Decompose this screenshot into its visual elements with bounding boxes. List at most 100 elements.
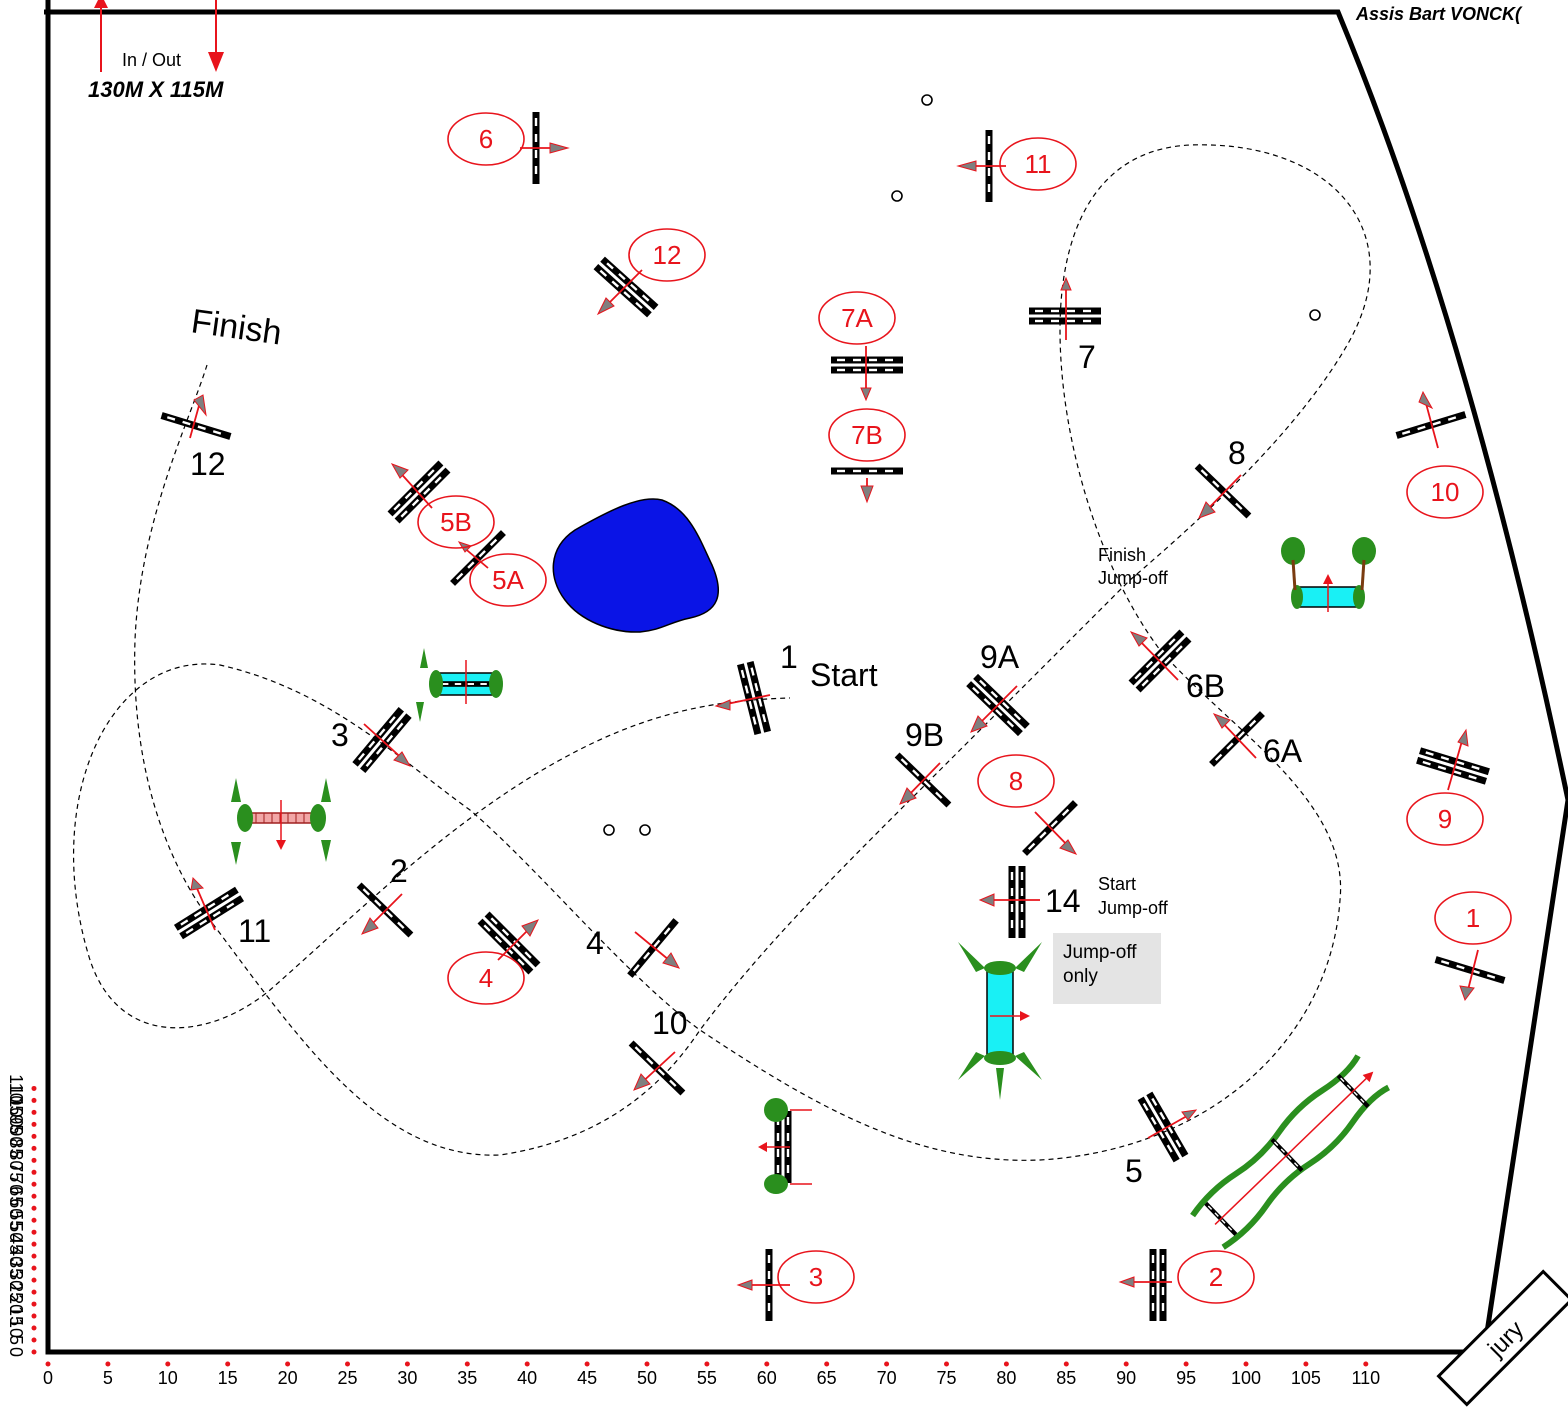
- jumpoff-only-line-2: only: [1063, 966, 1098, 987]
- y-tick-label: 10: [6, 1318, 26, 1338]
- x-tick-mark: [644, 1361, 650, 1367]
- x-tick-mark: [764, 1361, 770, 1367]
- course-number-14: 14: [1045, 883, 1081, 919]
- assistant-label: Assis Bart VONCK(: [1355, 4, 1523, 24]
- x-tick-mark: [1303, 1361, 1309, 1367]
- x-tick-mark: [285, 1361, 291, 1367]
- in-arrow-icon: [94, 0, 108, 8]
- arena-border: [45, 0, 1484, 1355]
- y-tick-mark: [31, 1145, 37, 1151]
- jumpoff-number-12: 12: [653, 240, 682, 270]
- y-tick-mark: [31, 1169, 37, 1175]
- obstacle-7b: [831, 467, 903, 475]
- start-label: Start: [810, 657, 878, 693]
- y-tick-label: 55: [6, 1210, 26, 1230]
- y-tick-label: 5: [6, 1335, 26, 1345]
- jumpoff-number-11: 11: [1025, 149, 1052, 179]
- x-tick-label: 20: [278, 1368, 298, 1388]
- jumpoff-number-1: 1: [1466, 903, 1480, 933]
- y-tick-label: 80: [6, 1150, 26, 1170]
- x-tick-label: 10: [158, 1368, 178, 1388]
- finish-label: Finish: [189, 302, 284, 352]
- course-route: [72, 144, 1371, 1161]
- posts: [603, 94, 1321, 836]
- y-tick-label: 75: [6, 1162, 26, 1182]
- x-tick-mark: [1063, 1361, 1069, 1367]
- jumpoff-number-10: 10: [1431, 477, 1460, 507]
- y-tick-label: 100: [6, 1097, 26, 1127]
- x-tick-mark: [464, 1361, 470, 1367]
- y-tick-mark: [31, 1205, 37, 1211]
- jumpoff-only-note: Jump-off only: [1053, 933, 1161, 1004]
- x-tick-mark: [345, 1361, 350, 1367]
- y-tick-mark: [31, 1133, 37, 1139]
- x-tick-label: 45: [577, 1368, 597, 1388]
- x-axis: 0 5 10 15 20 25 30 35 40 45 50 55 60 65 70 75 80 85 90 95 10…: [43, 1361, 1380, 1388]
- course-number-3: 3: [331, 717, 349, 753]
- x-tick-label: 80: [996, 1368, 1016, 1388]
- y-tick-label: 35: [6, 1258, 26, 1278]
- y-tick-mark: [31, 1313, 37, 1319]
- y-tick-mark: [31, 1109, 37, 1115]
- in-out-label: In / Out: [122, 50, 181, 70]
- jumpoff-number-labels: 6 11 12 7A 7B 5B 5A 10 8 9 1 4 3 2: [440, 124, 1480, 1292]
- jury-box: jury: [1436, 1269, 1568, 1407]
- course-number-12: 12: [190, 446, 226, 482]
- course-number-5: 5: [1125, 1153, 1143, 1189]
- y-tick-label: 40: [6, 1246, 26, 1266]
- x-tick-label: 85: [1056, 1368, 1076, 1388]
- jumpoff-number-7b: 7B: [851, 420, 883, 450]
- x-tick-mark: [584, 1361, 590, 1367]
- x-tick-mark: [404, 1361, 410, 1367]
- y-tick-mark: [31, 1085, 37, 1091]
- trees-obstacle-bottom: [758, 1098, 812, 1194]
- y-tick-mark: [31, 1253, 37, 1259]
- jumpoff-numbers: [417, 112, 1512, 1304]
- y-tick-label: 20: [6, 1294, 26, 1314]
- water-ditch-jo: [958, 942, 1042, 1100]
- course-number-4: 4: [586, 925, 604, 961]
- jumpoff-number-6: 6: [479, 124, 493, 154]
- x-tick-label: 110: [1351, 1368, 1380, 1388]
- x-tick-mark: [105, 1361, 111, 1367]
- course-number-1: 1: [780, 639, 798, 675]
- y-tick-label: 90: [6, 1126, 26, 1146]
- x-tick-label: 95: [1176, 1368, 1196, 1388]
- obstacle-14: [1009, 866, 1026, 938]
- y-tick-mark: [31, 1301, 37, 1307]
- course-number-6a: 6A: [1263, 733, 1303, 769]
- jumpoff-number-7a: 7A: [841, 303, 873, 333]
- x-tick-label: 5: [103, 1368, 113, 1388]
- obstacle-5: [1138, 1092, 1189, 1163]
- water-trees-right: [1281, 537, 1376, 612]
- y-tick-label: 0: [6, 1347, 26, 1357]
- x-tick-mark: [704, 1361, 710, 1367]
- x-tick-mark: [884, 1361, 890, 1367]
- y-tick-label: 110: [6, 1074, 26, 1103]
- x-tick-mark: [225, 1361, 231, 1367]
- course-number-9b: 9B: [905, 717, 944, 753]
- y-tick-mark: [31, 1241, 37, 1247]
- direction-arrows: [189, 142, 1479, 1291]
- y-tick-label: 85: [6, 1138, 26, 1158]
- x-tick-mark: [1243, 1361, 1249, 1367]
- jumpoff-number-5b: 5B: [440, 507, 472, 537]
- y-tick-mark: [31, 1289, 37, 1295]
- finish-jumpoff-label-2: Jump-off: [1098, 568, 1169, 588]
- arena-border-right: [44, 9, 1568, 1353]
- y-tick-label: 30: [6, 1270, 26, 1290]
- course-number-6b: 6B: [1186, 668, 1225, 704]
- pond: [552, 498, 720, 633]
- x-tick-label: 105: [1291, 1368, 1321, 1388]
- y-tick-mark: [31, 1229, 37, 1235]
- jumpoff-number-2: 2: [1209, 1262, 1223, 1292]
- y-tick-mark: [31, 1181, 37, 1187]
- obstacle-7: [1029, 308, 1101, 325]
- x-tick-label: 25: [337, 1368, 357, 1388]
- y-tick-mark: [31, 1337, 37, 1343]
- x-tick-label: 0: [43, 1368, 53, 1388]
- x-tick-label: 90: [1116, 1368, 1136, 1388]
- x-tick-mark: [45, 1361, 51, 1367]
- course-number-9a: 9A: [980, 639, 1020, 675]
